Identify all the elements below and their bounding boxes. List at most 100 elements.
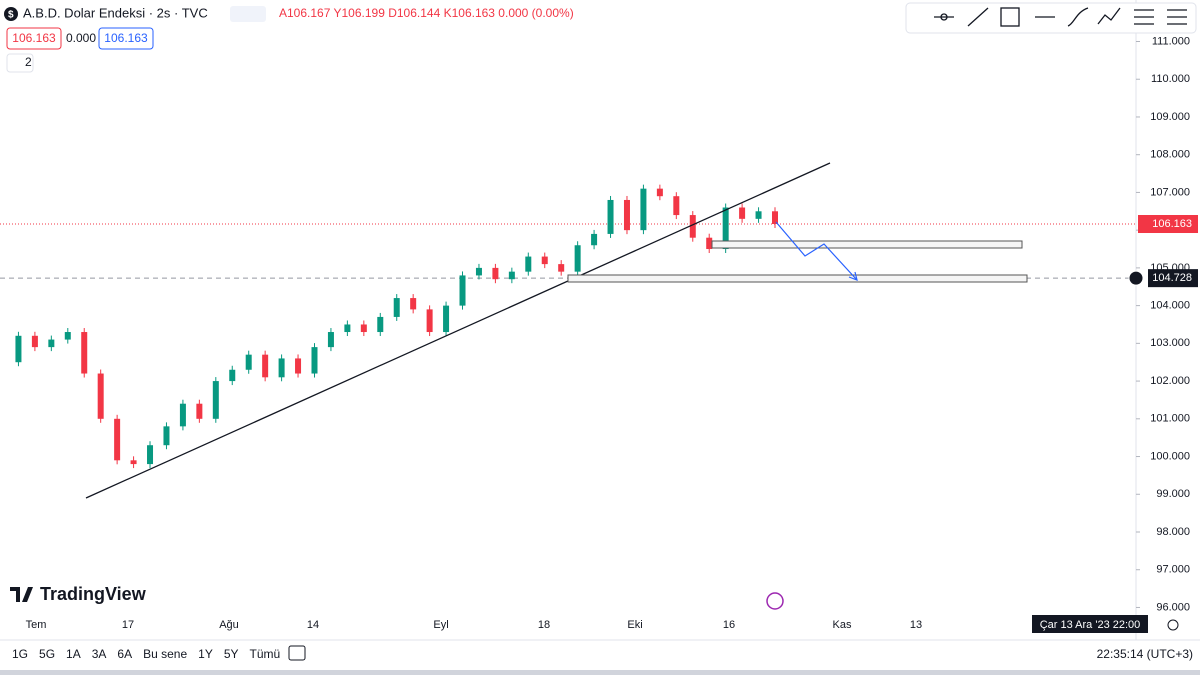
- bottom-strip: [0, 670, 1200, 675]
- date-range-icon[interactable]: [288, 645, 306, 661]
- candle-body: [97, 373, 104, 419]
- candle-body: [278, 358, 285, 378]
- symbol-icon: [4, 7, 18, 21]
- candle-body: [262, 354, 269, 378]
- candle-body: [163, 426, 170, 446]
- y-tick-label: 100.000: [1150, 450, 1190, 462]
- level-badge: [1148, 269, 1198, 288]
- y-tick-label: 108.000: [1150, 149, 1190, 161]
- sell-box[interactable]: [6, 27, 62, 50]
- y-tick-label: 102.000: [1150, 375, 1190, 387]
- candle-body: [360, 324, 367, 333]
- range-button[interactable]: Tümü: [250, 647, 281, 661]
- y-tick-label: 99.000: [1156, 488, 1190, 500]
- y-tick-label: 109.000: [1150, 111, 1190, 123]
- candle-body: [574, 245, 581, 272]
- indicator-count: 2: [25, 55, 32, 69]
- tool-icon[interactable]: [934, 13, 954, 21]
- x-tick-label: 17: [122, 619, 134, 631]
- candle-body: [459, 275, 466, 306]
- clock: 22:35:14 (UTC+3): [1097, 647, 1193, 661]
- buy-box[interactable]: [98, 27, 154, 50]
- candle-body: [377, 316, 384, 333]
- symbol-title[interactable]: A.B.D. Dolar Endeksi · 2s · TVC: [23, 5, 208, 20]
- spread: 0.000: [66, 31, 96, 45]
- candle-body: [311, 347, 318, 374]
- candle-body: [558, 264, 565, 272]
- candle-body: [114, 418, 121, 461]
- arrow-head: [848, 271, 858, 281]
- add-alert-icon[interactable]: [1128, 270, 1144, 286]
- trend-line[interactable]: [85, 162, 831, 499]
- tool-icon[interactable]: [1167, 9, 1187, 25]
- events-icon[interactable]: [766, 592, 784, 610]
- y-tick-label: 104.000: [1150, 300, 1190, 312]
- range-button[interactable]: 5G: [39, 647, 55, 661]
- y-tick-label: 101.000: [1150, 413, 1190, 425]
- y-tick-label: 111.000: [1152, 35, 1190, 47]
- ohlc-legend: A106.167 Y106.199 D106.144 K106.163 0.00…: [279, 6, 574, 20]
- x-tick-label: 18: [538, 619, 550, 631]
- candle-body: [443, 305, 450, 333]
- zone-box[interactable]: [567, 274, 1028, 283]
- range-button[interactable]: 1Y: [198, 647, 213, 661]
- candle-body: [245, 354, 252, 370]
- x-tick-label: Tem: [26, 619, 47, 631]
- range-button[interactable]: 3A: [92, 647, 107, 661]
- symbol-icon-glyph: $: [8, 10, 14, 21]
- tool-icon[interactable]: [1067, 7, 1089, 27]
- candle-body: [327, 332, 334, 348]
- y-tick-label: 98.000: [1156, 526, 1190, 538]
- candle-body: [48, 339, 55, 348]
- x-tick-label: 14: [307, 619, 319, 631]
- candle-body: [623, 199, 630, 231]
- candle-body: [410, 298, 417, 310]
- y-tick-label: 103.000: [1150, 337, 1190, 349]
- candle-body: [426, 309, 433, 333]
- level-label: 104.728: [1152, 272, 1192, 284]
- zone-box[interactable]: [711, 240, 1023, 249]
- x-tick-label: Eki: [627, 619, 642, 631]
- candle-body: [541, 256, 548, 265]
- candle-body: [344, 324, 351, 333]
- projection-path[interactable]: [775, 221, 858, 281]
- range-button[interactable]: Bu sene: [143, 647, 187, 661]
- x-tick-label: 16: [723, 619, 735, 631]
- sell-price: 106.163: [12, 31, 56, 45]
- settings-icon[interactable]: [1167, 619, 1179, 631]
- tool-icon[interactable]: [1134, 9, 1154, 25]
- candle-body: [15, 335, 22, 363]
- candle-body: [689, 215, 696, 238]
- toolbar-panel: [905, 2, 1197, 34]
- logo-mark: [10, 587, 33, 602]
- range-button[interactable]: 6A: [117, 647, 132, 661]
- x-tick-label: Kas: [833, 619, 852, 631]
- crosshair-date: Çar 13 Ara '23 22:00: [1040, 619, 1141, 631]
- crosshair-date-badge: [1032, 615, 1148, 633]
- candle-body: [31, 335, 38, 348]
- tool-icon[interactable]: [967, 7, 989, 27]
- candle-body: [212, 381, 219, 419]
- candle-body: [656, 188, 663, 197]
- candle-body: [64, 332, 71, 340]
- candle-body: [179, 403, 186, 427]
- range-button[interactable]: 1G: [12, 647, 28, 661]
- tool-icon[interactable]: [1097, 7, 1121, 25]
- last-price-badge: [1138, 215, 1198, 234]
- y-tick-label: 110.000: [1151, 73, 1190, 85]
- range-button[interactable]: 1A: [66, 647, 81, 661]
- candle-body: [475, 267, 482, 276]
- range-button[interactable]: 5Y: [224, 647, 239, 661]
- indicator-toggle[interactable]: [6, 53, 34, 73]
- candle-body: [229, 369, 236, 382]
- x-tick-label: 13: [910, 619, 922, 631]
- candle-body: [393, 298, 400, 317]
- candle-body: [706, 237, 713, 250]
- candle-body: [295, 358, 302, 374]
- compare-button[interactable]: [230, 6, 266, 22]
- candle-body: [147, 445, 154, 465]
- tool-icon[interactable]: [1000, 7, 1020, 27]
- candle-body: [130, 460, 137, 465]
- y-tick-label: 107.000: [1150, 186, 1190, 198]
